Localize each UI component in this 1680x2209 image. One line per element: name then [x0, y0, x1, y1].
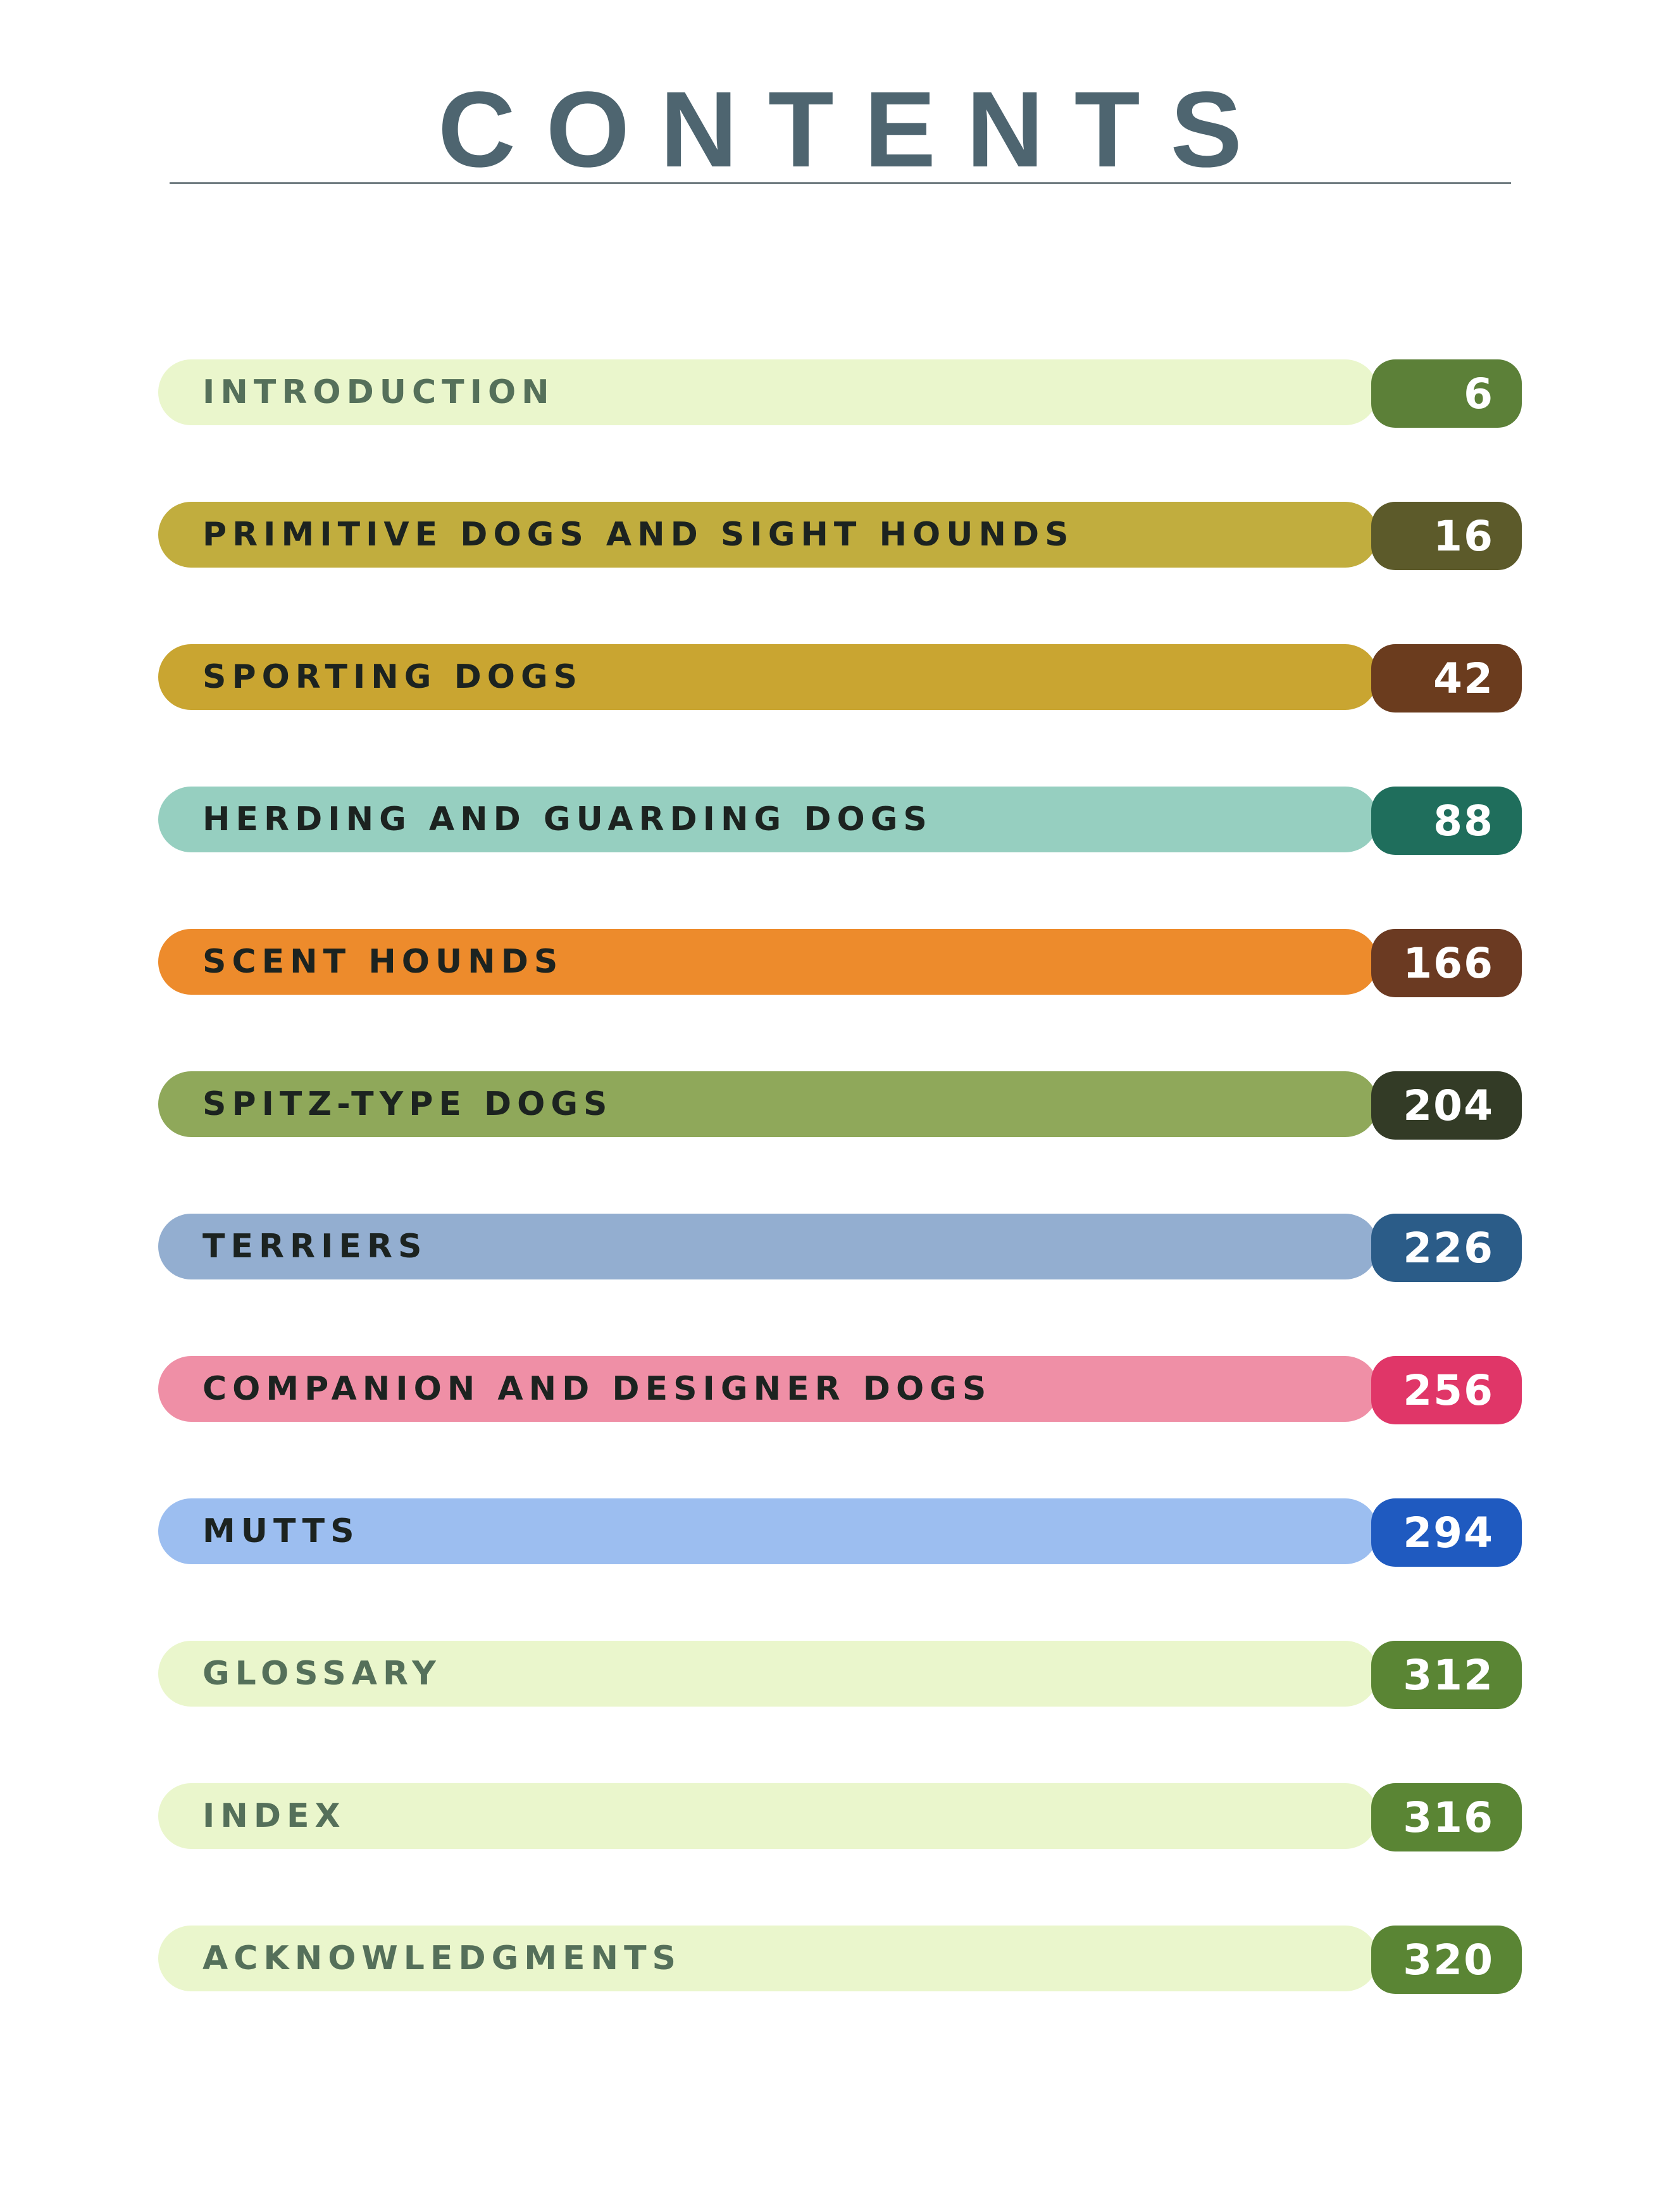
toc-entry-bar: HERDING AND GUARDING DOGS [158, 787, 1378, 852]
toc-entry-index[interactable]: INDEX 316 [158, 1783, 1522, 1851]
toc-entry-herding-dogs[interactable]: HERDING AND GUARDING DOGS 88 [158, 787, 1522, 855]
toc-entry-acknowledgments[interactable]: ACKNOWLEDGMENTS 320 [158, 1926, 1522, 1994]
toc-entry-bar: ACKNOWLEDGMENTS [158, 1926, 1378, 1991]
toc-entry-companion-dogs[interactable]: COMPANION AND DESIGNER DOGS 256 [158, 1356, 1522, 1424]
toc-entry-introduction[interactable]: INTRODUCTION 6 [158, 359, 1522, 428]
toc-entry-label: MUTTS [202, 1512, 360, 1550]
toc-entry-label: COMPANION AND DESIGNER DOGS [202, 1370, 992, 1408]
toc-entry-bar: SCENT HOUNDS [158, 929, 1378, 995]
toc-entry-label: PRIMITIVE DOGS AND SIGHT HOUNDS [202, 516, 1074, 554]
toc-entry-page-number: 312 [1371, 1641, 1522, 1709]
toc-entry-page-number: 256 [1371, 1356, 1522, 1424]
toc-entry-label: INTRODUCTION [202, 373, 555, 411]
toc-entry-bar: INTRODUCTION [158, 359, 1378, 425]
toc-entry-page-number: 204 [1371, 1071, 1522, 1140]
toc-entry-glossary[interactable]: GLOSSARY 312 [158, 1641, 1522, 1709]
toc-entry-bar: SPORTING DOGS [158, 644, 1378, 710]
toc-entry-label: TERRIERS [202, 1228, 428, 1266]
toc-entry-bar: PRIMITIVE DOGS AND SIGHT HOUNDS [158, 502, 1378, 568]
toc-entry-bar: COMPANION AND DESIGNER DOGS [158, 1356, 1378, 1422]
page-title: CONTENTS [438, 70, 1272, 190]
toc-entry-terriers[interactable]: TERRIERS 226 [158, 1214, 1522, 1282]
toc-entry-scent-hounds[interactable]: SCENT HOUNDS 166 [158, 929, 1522, 997]
toc-entry-page-number: 226 [1371, 1214, 1522, 1282]
toc-entry-label: INDEX [202, 1797, 346, 1835]
toc-entry-bar: GLOSSARY [158, 1641, 1378, 1707]
toc-entry-bar: INDEX [158, 1783, 1378, 1849]
toc-entry-label: ACKNOWLEDGMENTS [202, 1939, 681, 1977]
toc-entry-page-number: 88 [1371, 787, 1522, 855]
toc-entry-bar: SPITZ-TYPE DOGS [158, 1071, 1378, 1137]
toc-entry-page-number: 316 [1371, 1783, 1522, 1851]
toc-entry-sporting-dogs[interactable]: SPORTING DOGS 42 [158, 644, 1522, 712]
toc-entry-label: GLOSSARY [202, 1655, 442, 1693]
toc-entry-page-number: 294 [1371, 1498, 1522, 1567]
toc-entry-page-number: 166 [1371, 929, 1522, 997]
toc-entry-bar: TERRIERS [158, 1214, 1378, 1279]
toc-entry-page-number: 16 [1371, 502, 1522, 570]
toc-entry-mutts[interactable]: MUTTS 294 [158, 1498, 1522, 1567]
toc-entry-label: SPORTING DOGS [202, 658, 583, 696]
toc-entry-label: SCENT HOUNDS [202, 943, 564, 981]
toc-entry-bar: MUTTS [158, 1498, 1378, 1564]
toc-entry-page-number: 42 [1371, 644, 1522, 712]
title-divider [170, 182, 1511, 184]
toc-entry-page-number: 320 [1371, 1926, 1522, 1994]
toc-entry-page-number: 6 [1371, 359, 1522, 428]
toc-entry-spitz-type-dogs[interactable]: SPITZ-TYPE DOGS 204 [158, 1071, 1522, 1140]
toc-entry-label: HERDING AND GUARDING DOGS [202, 800, 933, 838]
toc-entry-primitive-dogs[interactable]: PRIMITIVE DOGS AND SIGHT HOUNDS 16 [158, 502, 1522, 570]
toc-entry-label: SPITZ-TYPE DOGS [202, 1085, 613, 1123]
